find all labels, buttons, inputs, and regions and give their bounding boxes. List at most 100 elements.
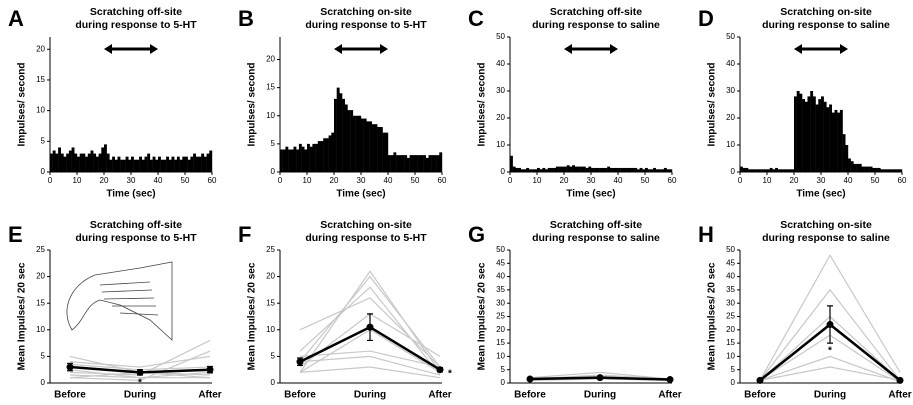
bar — [531, 169, 535, 172]
bar — [377, 127, 381, 172]
bar — [171, 156, 175, 172]
bar — [582, 166, 586, 172]
chart-title: during response to saline — [532, 232, 660, 244]
bar — [510, 155, 513, 172]
bar — [558, 166, 562, 172]
bar — [325, 138, 329, 172]
bar — [412, 155, 416, 172]
bar — [420, 155, 424, 172]
bar — [136, 159, 140, 172]
mean-point — [436, 366, 444, 374]
y-tick-label: 30 — [496, 86, 505, 95]
bar — [85, 156, 88, 172]
bar — [128, 159, 132, 172]
bar — [815, 104, 819, 172]
mean-point — [66, 363, 74, 371]
subject-line — [759, 254, 901, 381]
bar — [203, 156, 207, 172]
y-tick-label: 20 — [36, 44, 45, 53]
bar — [804, 101, 808, 172]
y-tick-label: 20 — [266, 55, 275, 64]
y-tick-label: 45 — [496, 258, 505, 267]
x-tick-label: After — [888, 390, 911, 401]
bar — [788, 169, 792, 172]
x-tick-label: 40 — [844, 176, 853, 185]
mean-point — [896, 376, 904, 384]
x-tick-label: 0 — [738, 176, 743, 185]
bar — [872, 167, 876, 172]
x-tick-label: 10 — [533, 176, 542, 185]
bar — [539, 169, 543, 172]
x-tick-label: 50 — [411, 176, 420, 185]
inset-drawing — [66, 261, 173, 341]
x-axis-label: Time (sec) — [566, 189, 615, 200]
bar — [642, 169, 646, 172]
chart-title: during response to 5-HT — [305, 19, 427, 31]
panel-letter: H — [698, 222, 714, 247]
bar — [848, 158, 851, 172]
bar — [856, 163, 859, 172]
y-axis-label: Impulses/ second — [17, 63, 28, 147]
bar — [417, 155, 421, 172]
y-tick-label: 10 — [496, 352, 505, 361]
bar — [628, 167, 632, 172]
x-tick-label: Before — [514, 390, 546, 401]
bar — [193, 153, 196, 172]
bar — [772, 169, 776, 172]
bar — [515, 167, 519, 172]
bar — [355, 115, 359, 172]
y-tick-label: 0 — [271, 167, 276, 176]
y-tick-label: 35 — [726, 285, 735, 294]
subject-line — [69, 350, 211, 381]
bar — [566, 165, 570, 172]
y-tick-label: 15 — [266, 83, 275, 92]
bar — [315, 143, 318, 172]
bar — [564, 166, 567, 172]
y-tick-label: 20 — [36, 272, 45, 281]
bar — [893, 169, 897, 172]
bar — [842, 134, 846, 172]
y-tick-label: 10 — [36, 325, 45, 334]
y-tick-label: 25 — [496, 312, 505, 321]
bar — [71, 147, 75, 172]
bar — [572, 165, 575, 172]
bar — [374, 124, 378, 172]
bar — [834, 109, 838, 172]
y-tick-label: 15 — [36, 75, 45, 84]
bar — [599, 167, 602, 172]
bar — [185, 156, 188, 172]
bar — [802, 99, 805, 172]
bar — [663, 167, 667, 172]
bar — [334, 98, 337, 172]
bar — [147, 153, 151, 172]
bar — [393, 152, 397, 172]
bar — [845, 145, 849, 172]
bar — [545, 169, 548, 172]
y-tick-label: 20 — [726, 325, 735, 334]
y-tick-label: 0 — [501, 378, 506, 387]
bar — [209, 150, 213, 172]
x-tick-label: 30 — [587, 176, 596, 185]
bar — [112, 156, 115, 172]
x-tick-label: After — [658, 390, 681, 401]
y-tick-label: 10 — [726, 352, 735, 361]
chart-title: Scratching off-site — [550, 6, 642, 18]
x-tick-label: 10 — [73, 176, 82, 185]
y-tick-label: 15 — [496, 338, 505, 347]
bar — [777, 169, 781, 172]
bar — [866, 166, 870, 172]
x-tick-label: 60 — [668, 176, 677, 185]
bar — [385, 132, 389, 172]
y-axis-label: Impulses/ second — [247, 63, 258, 147]
bar — [288, 149, 291, 172]
bar — [190, 156, 194, 172]
bar — [537, 167, 540, 172]
significance-marker: * — [138, 378, 142, 389]
y-tick-label: 0 — [501, 167, 506, 176]
chart-title: Scratching on-site — [320, 6, 412, 18]
y-tick-label: 5 — [731, 365, 736, 374]
bar — [534, 169, 538, 172]
bar — [601, 167, 605, 172]
bar — [791, 169, 795, 172]
